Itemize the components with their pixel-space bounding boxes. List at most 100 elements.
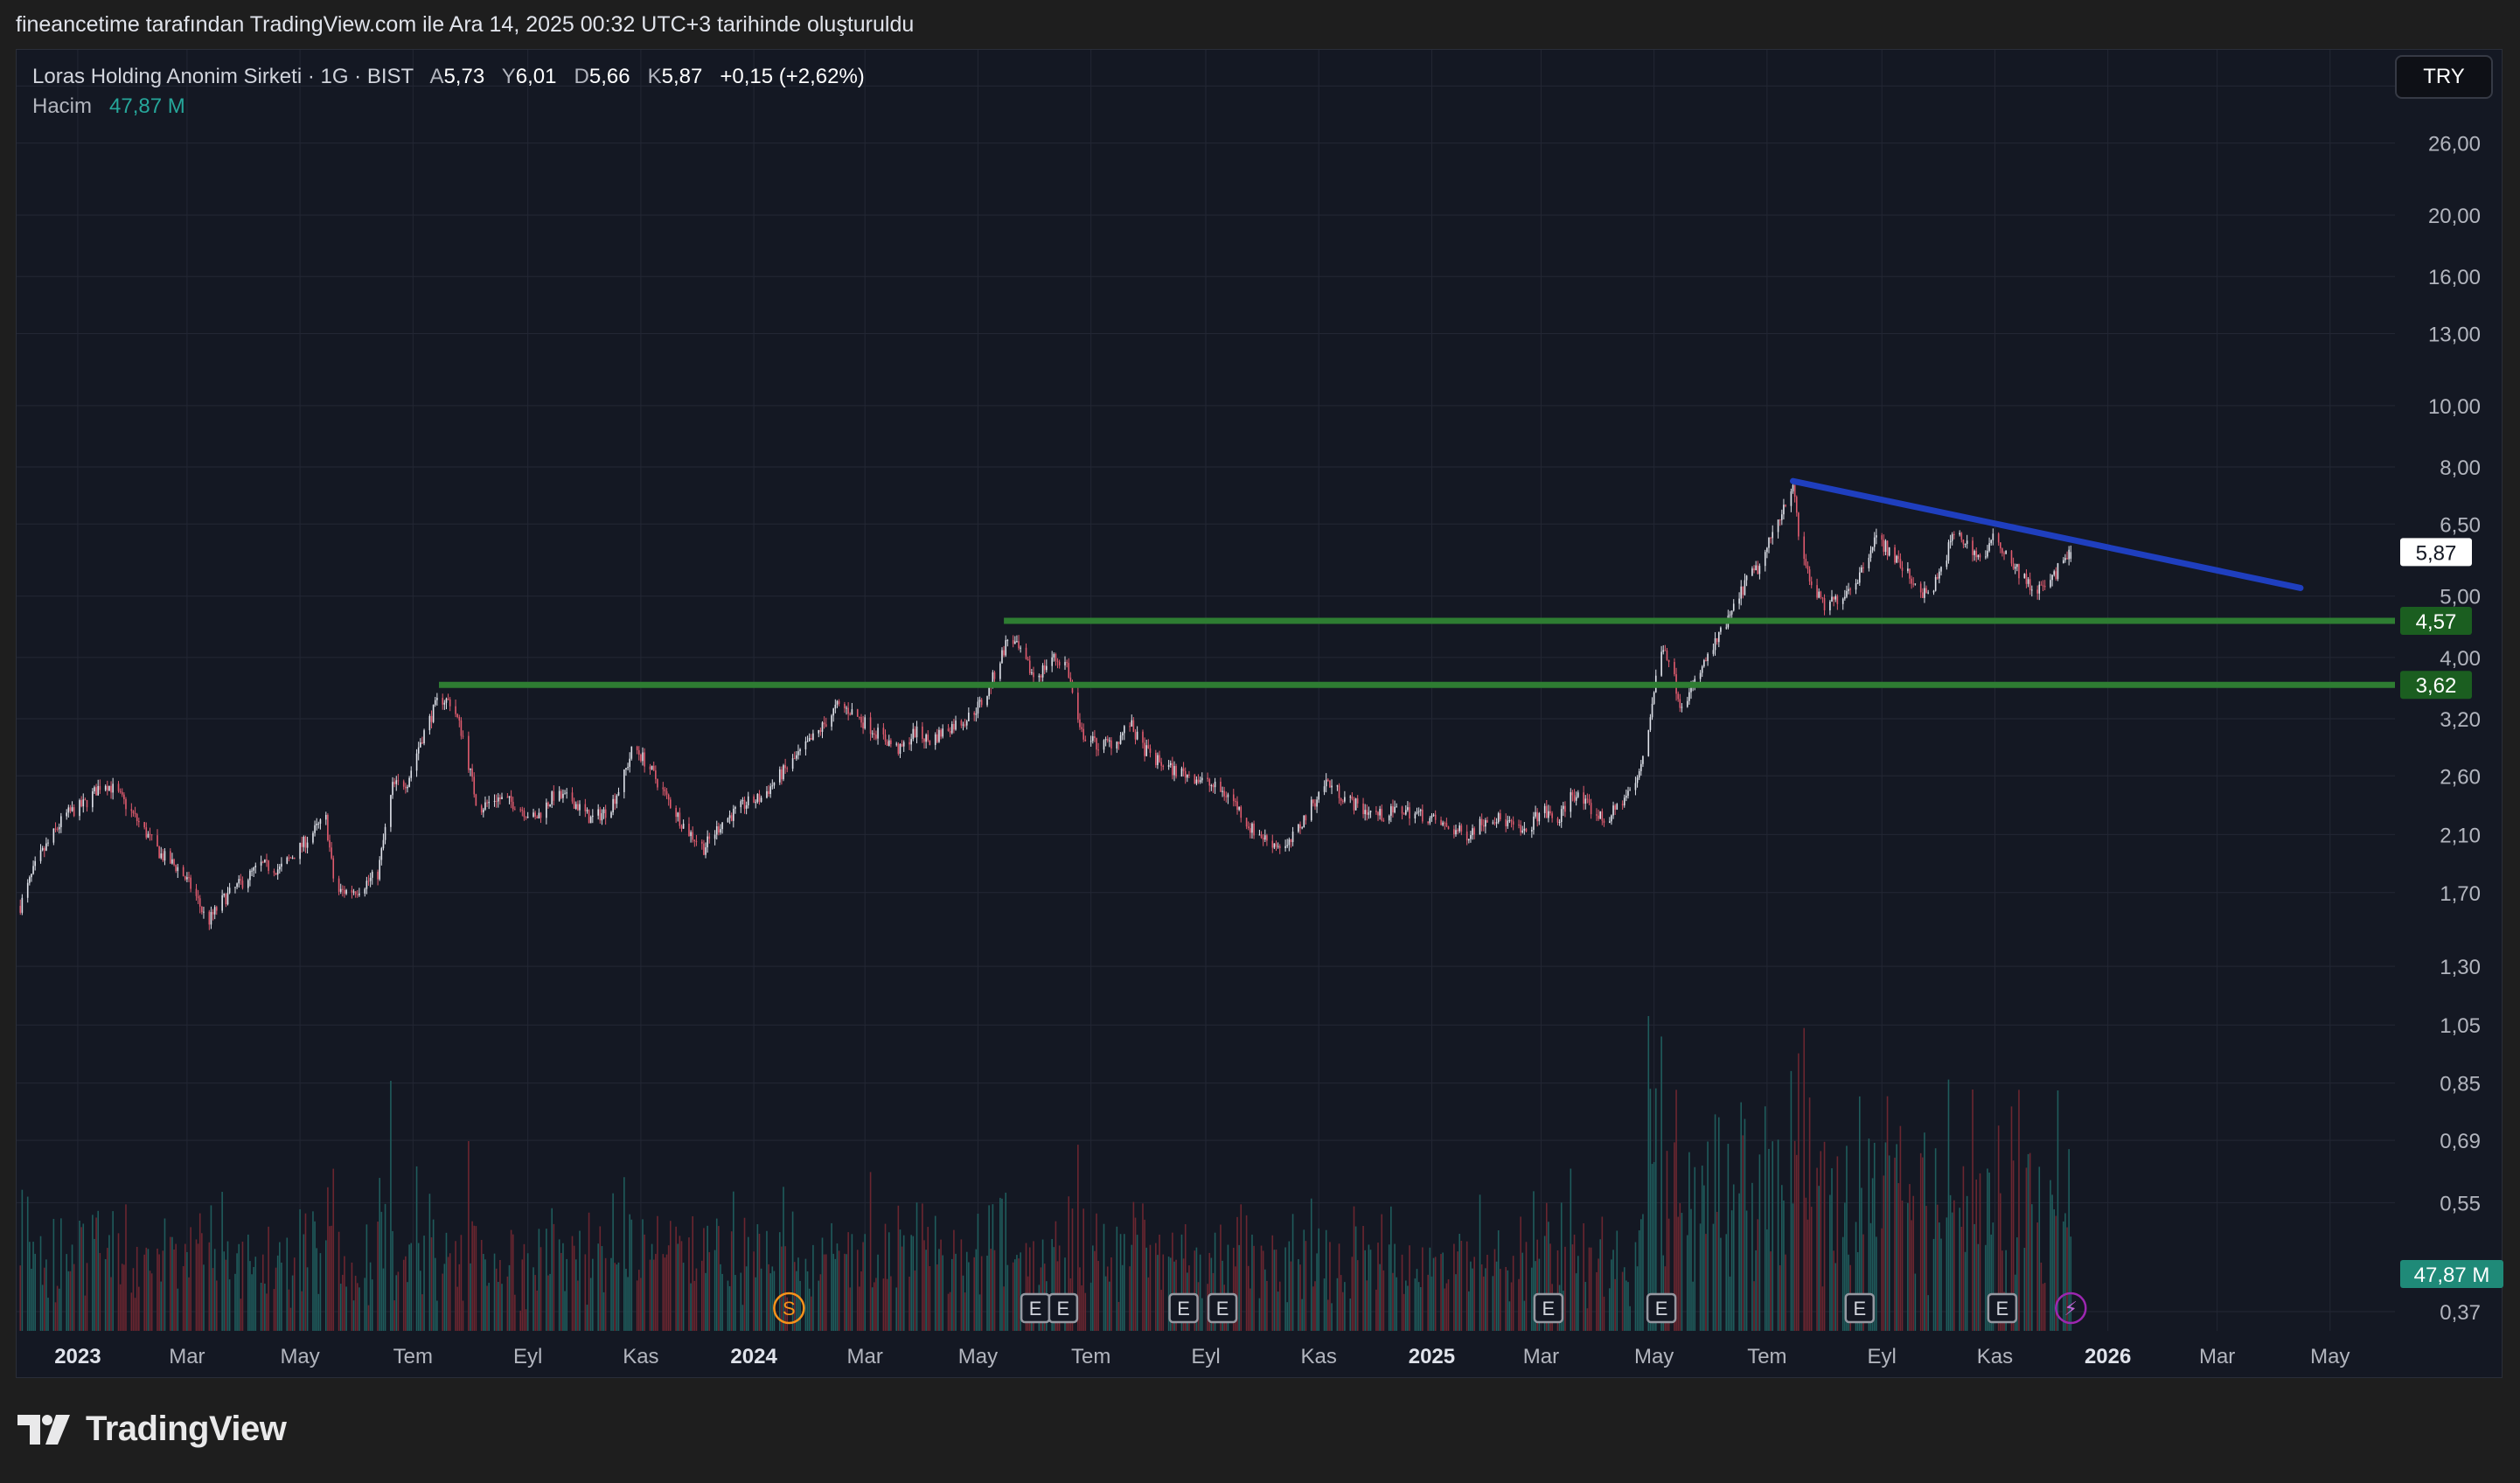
time-axis[interactable]: 2023 Mar May Tem Eyl Kas 2024 Mar May Tem Eyl Kas 20… [54, 1345, 2349, 1368]
volume-bar [58, 1288, 60, 1331]
candle-body [812, 733, 814, 740]
candle-body [1364, 810, 1366, 815]
candle-body [508, 796, 511, 798]
candle-body [1742, 586, 1744, 595]
volume-bar [831, 1222, 832, 1331]
candle-body [934, 734, 936, 745]
volume-bar [1642, 1214, 1644, 1331]
candle-body [1480, 818, 1483, 825]
volume-bar [119, 1284, 122, 1331]
volume-bar [1041, 1239, 1044, 1331]
candle-body [260, 861, 262, 866]
candle-body [1686, 700, 1688, 707]
volume-bar [1571, 1244, 1574, 1331]
resistance-trendline[interactable] [1790, 477, 2304, 591]
candle-body [134, 813, 136, 815]
candle-body [1473, 828, 1475, 835]
candle-body [107, 785, 108, 791]
volume-bar [1869, 1222, 1872, 1331]
volume-bar [819, 1274, 822, 1331]
volume-bar [549, 1273, 551, 1331]
candle-body [1523, 828, 1526, 831]
volume-bar [442, 1273, 444, 1331]
candle-body [677, 812, 679, 818]
candle-body [1560, 809, 1563, 823]
volume-bar [1460, 1240, 1463, 1331]
candle-body [1053, 654, 1055, 658]
candle-body [781, 769, 783, 780]
volume-bar [254, 1257, 257, 1331]
candle-body [1392, 806, 1394, 813]
volume-bar [2010, 1106, 2013, 1331]
symbol-name[interactable]: Loras Holding Anonim Sirketi · 1G · BIST [32, 65, 414, 88]
candle-body [306, 842, 309, 848]
candle-body [1636, 777, 1639, 783]
volume-bar [745, 1266, 748, 1331]
price-axis[interactable]: 32,0026,0020,0016,0013,0010,008,006,505,… [2400, 75, 2503, 1325]
candle-body [1020, 647, 1021, 649]
candle-body [39, 850, 42, 861]
candle-body [1182, 768, 1185, 772]
candle-body [1520, 825, 1521, 833]
volume-bar [2040, 1262, 2043, 1331]
candle-body [1599, 811, 1602, 819]
candle-body [1712, 650, 1715, 654]
support-lines[interactable] [438, 617, 2395, 688]
volume-bar [1681, 1213, 1683, 1331]
candle-body [301, 842, 303, 847]
candle-body [1016, 641, 1018, 643]
volume-bar [1184, 1224, 1187, 1331]
candle-body [2023, 574, 2026, 579]
y-tick-label: 0,69 [2440, 1130, 2481, 1153]
volume-bar [1990, 1234, 1992, 1331]
volume-bar [286, 1237, 289, 1331]
trendline[interactable] [1790, 477, 2304, 591]
candle-body [1275, 843, 1277, 847]
volume-bar [1404, 1280, 1407, 1331]
volume-bar [421, 1294, 423, 1331]
volume-bar [1884, 1142, 1887, 1331]
y-tick-label: 13,00 [2428, 323, 2481, 346]
volume-bar [1453, 1243, 1455, 1331]
candle-body [1167, 764, 1170, 767]
candle-body [1331, 785, 1333, 788]
currency-button[interactable]: TRY [2395, 55, 2493, 99]
volume-bar [210, 1205, 212, 1331]
volume-bar [747, 1236, 749, 1331]
volume-bar [1507, 1270, 1509, 1331]
candle-body [395, 780, 398, 784]
candle-body [1653, 692, 1655, 704]
y-tick-label: 1,05 [2440, 1014, 2481, 1038]
candle-body [1960, 533, 1963, 540]
volume-bar [1291, 1214, 1294, 1331]
candle-body [955, 721, 957, 730]
candle-body [254, 865, 257, 868]
volume-bar [574, 1259, 577, 1331]
volume-bar [1109, 1281, 1110, 1331]
candle-body [1058, 661, 1061, 665]
volume-bar [1925, 1206, 1927, 1331]
volume-bar [1510, 1282, 1513, 1331]
volume-bar [195, 1239, 198, 1331]
volume-label[interactable]: Hacim [32, 94, 93, 118]
volume-bar [405, 1256, 407, 1331]
volume-bar [1974, 1223, 1975, 1331]
volume-bar [721, 1273, 723, 1331]
candle-body [769, 786, 771, 794]
volume-bar [655, 1253, 657, 1331]
event-markers[interactable]: S E E E E E E E E ⚡ [773, 1292, 2087, 1325]
candle-body [1131, 720, 1133, 727]
tradingview-logo[interactable]: TradingView [17, 1410, 287, 1449]
candle-body [1109, 740, 1110, 742]
candle-body [210, 912, 212, 925]
candle-body [1666, 650, 1668, 660]
volume-bar [677, 1243, 679, 1331]
candle-body [599, 809, 602, 821]
candle-body [475, 794, 477, 806]
candle-body [380, 848, 383, 860]
candle-body [442, 698, 444, 705]
volume-bar [1263, 1269, 1266, 1331]
volume-bar [2036, 1222, 2038, 1331]
